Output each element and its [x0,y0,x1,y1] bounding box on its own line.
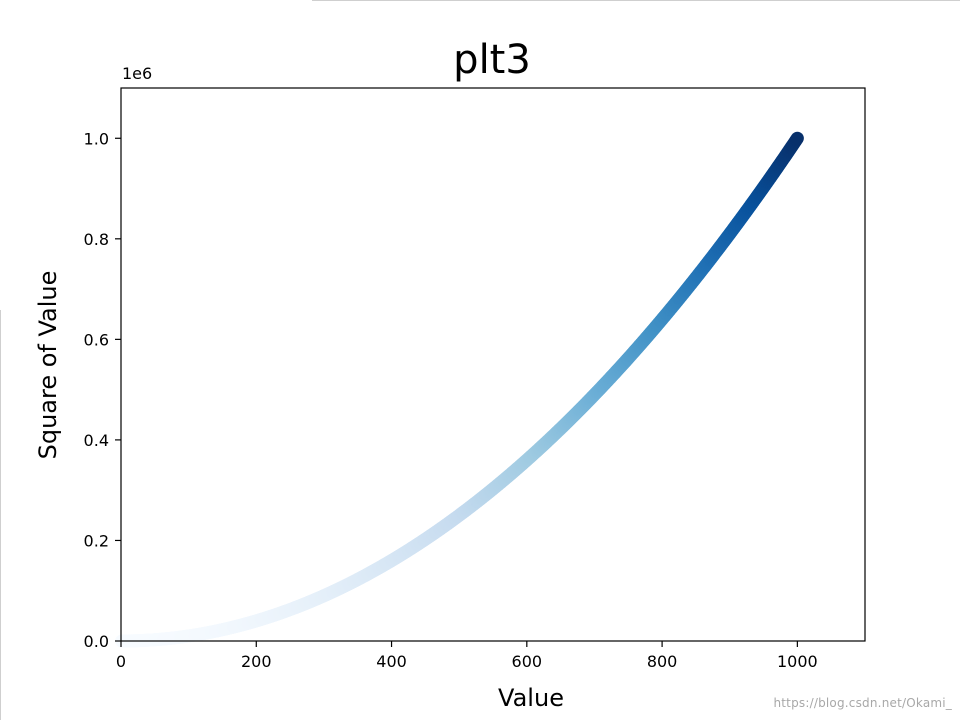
x-tick-label: 400 [376,652,407,671]
x-tick-label: 800 [647,652,678,671]
x-tick-label: 600 [512,652,543,671]
y-tick-label: 0.6 [84,330,109,349]
y-axis-label: Square of Value [34,271,62,460]
x-axis-label: Value [498,684,564,712]
y-tick-label: 1.0 [84,129,109,148]
data-point [790,131,804,145]
plot-area-frame [120,87,866,642]
chart-title: plt3 [453,37,531,83]
watermark: https://blog.csdn.net/Okami_ [773,696,952,710]
x-axis: 0 200 400 600 800 1000 [116,641,818,671]
y-tick-label: 0.4 [84,431,109,450]
y-tick-label: 0.2 [84,531,109,550]
x-tick-label: 200 [241,652,272,671]
y-axis: 0.0 0.2 0.4 0.6 0.8 1.0 [84,129,121,651]
scatter-points [115,131,804,648]
x-tick-label: 0 [116,652,126,671]
y-tick-label: 0.0 [84,632,109,651]
x-tick-label: 1000 [777,652,818,671]
y-tick-label: 0.8 [84,230,109,249]
y-offset-label: 1e6 [122,64,152,83]
page-frame-top [312,0,960,1]
page-frame-left [0,310,1,720]
